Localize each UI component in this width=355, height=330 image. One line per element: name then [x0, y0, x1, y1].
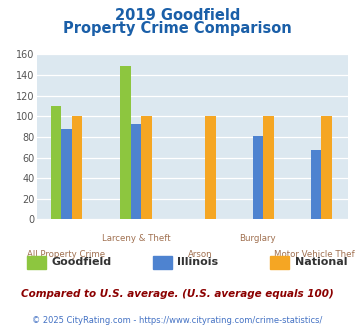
Text: National: National	[295, 257, 347, 267]
Bar	[120, 66, 131, 219]
Text: Property Crime Comparison: Property Crime Comparison	[63, 21, 292, 36]
Text: Arson: Arson	[187, 250, 212, 259]
Text: Motor Vehicle Theft: Motor Vehicle Theft	[274, 250, 355, 259]
Text: © 2025 CityRating.com - https://www.cityrating.com/crime-statistics/: © 2025 CityRating.com - https://www.city…	[32, 316, 323, 325]
Text: Larceny & Theft: Larceny & Theft	[102, 234, 170, 243]
Bar	[263, 116, 274, 219]
Text: 2019 Goodfield: 2019 Goodfield	[115, 8, 240, 23]
Text: All Property Crime: All Property Crime	[27, 250, 105, 259]
Bar	[131, 123, 141, 219]
Text: Illinois: Illinois	[178, 257, 219, 267]
Bar	[311, 150, 321, 219]
Text: Goodfield: Goodfield	[51, 257, 111, 267]
Bar	[321, 116, 332, 219]
Bar	[61, 129, 71, 219]
Bar	[141, 116, 152, 219]
Bar	[51, 106, 61, 219]
Bar	[205, 116, 215, 219]
Bar	[253, 136, 263, 219]
Bar	[71, 116, 82, 219]
Text: Burglary: Burglary	[240, 234, 276, 243]
Text: Compared to U.S. average. (U.S. average equals 100): Compared to U.S. average. (U.S. average …	[21, 289, 334, 299]
